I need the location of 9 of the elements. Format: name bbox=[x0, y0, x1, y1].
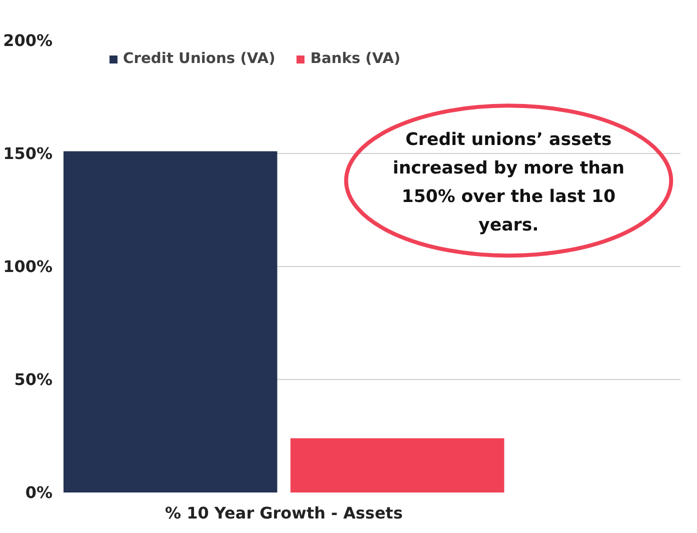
annotation: Credit unions’ assets increased by more than 150% over the last 10 years. bbox=[392, 130, 624, 236]
y-tick-label: 150% bbox=[3, 144, 53, 163]
y-tick-label: 50% bbox=[14, 370, 52, 389]
y-tick-label: 100% bbox=[3, 257, 53, 276]
legend-label: Credit Unions (VA) bbox=[123, 50, 276, 67]
x-tick-label: % 10 Year Growth - Assets bbox=[164, 504, 403, 522]
legend-label: Banks (VA) bbox=[310, 50, 400, 67]
y-tick-label: 200% bbox=[3, 31, 53, 50]
y-tick-label: 0% bbox=[25, 483, 53, 502]
